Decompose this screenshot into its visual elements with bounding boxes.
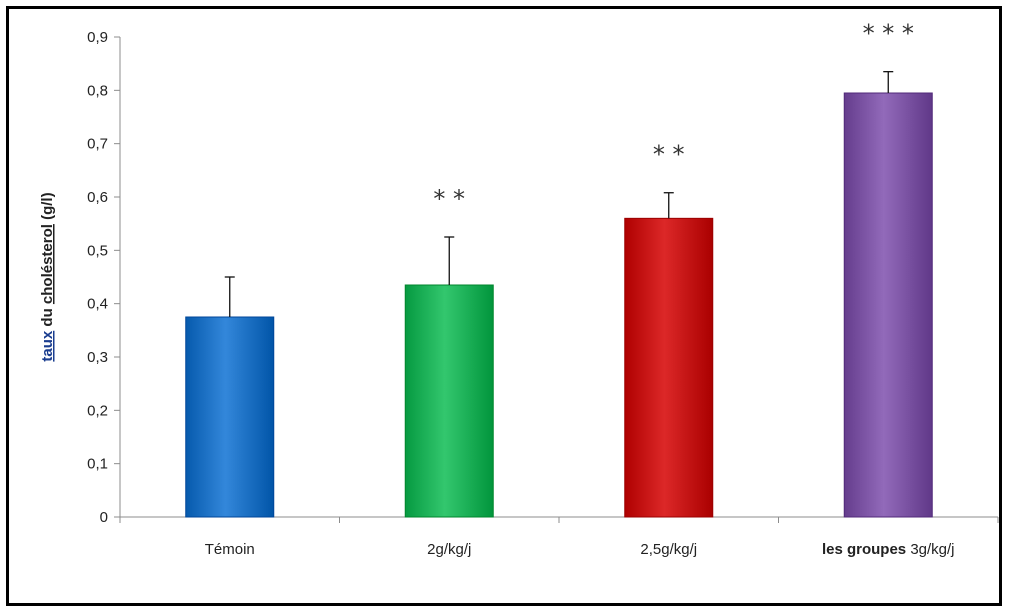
- bar: [624, 217, 714, 518]
- bar: [185, 316, 275, 518]
- x-category-label: les groupes 3g/kg/j: [822, 541, 955, 558]
- bar: [404, 284, 494, 518]
- y-tick-label: 0,7: [87, 136, 108, 153]
- y-axis-title: taux du cholésterol (g/l): [39, 192, 56, 361]
- significance-marker: * * *: [863, 20, 914, 48]
- y-tick-label: 0: [100, 509, 108, 526]
- significance-marker: * *: [433, 185, 465, 213]
- y-axis: 0 0,1 0,2 0,3 0,4 0,5 0,6 0,7 0,8 0,9: [87, 29, 121, 526]
- significance-markers: * * * * * * *: [433, 20, 913, 213]
- bar: [843, 92, 933, 518]
- y-axis-title: taux du cholésterol (g/l): [39, 192, 56, 361]
- significance-marker: * *: [653, 141, 685, 169]
- x-category-label: 2g/kg/j: [427, 541, 471, 558]
- y-tick-label: 0,8: [87, 82, 108, 99]
- y-tick-label: 0,2: [87, 402, 108, 419]
- x-category-label: 2,5g/kg/j: [640, 541, 697, 558]
- bars: [185, 92, 933, 518]
- error-bars: [224, 71, 894, 317]
- chart-frame: [6, 6, 1002, 606]
- x-category-label: Témoin: [205, 541, 255, 558]
- x-axis: Témoin 2g/kg/j 2,5g/kg/j les groupes 3g/kg/…: [119, 516, 999, 558]
- y-tick-label: 0,4: [87, 296, 108, 313]
- y-tick-label: 0,6: [87, 189, 108, 206]
- x-axis-title: les groupes: [822, 541, 906, 558]
- y-tick-label: 0,1: [87, 456, 108, 473]
- y-tick-label: 0,5: [87, 242, 108, 259]
- y-tick-label: 0,3: [87, 349, 108, 366]
- y-tick-label: 0,9: [87, 29, 108, 46]
